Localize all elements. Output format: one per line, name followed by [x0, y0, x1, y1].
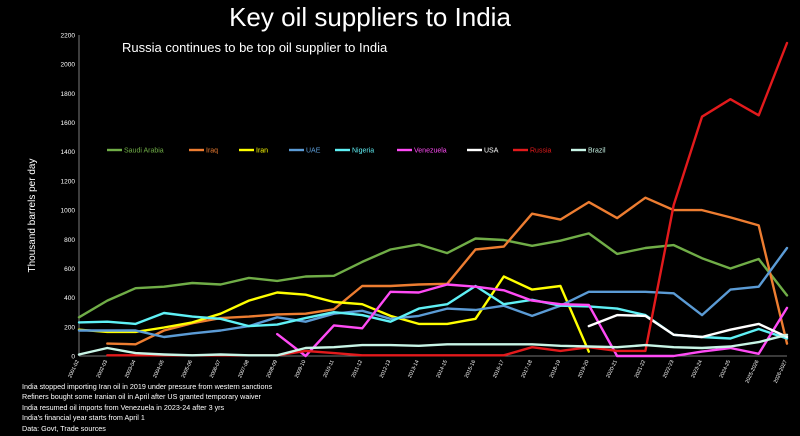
chart-subtitle: Russia continues to be top oil supplier …	[122, 40, 388, 55]
x-tick-label: 2006-07	[209, 359, 223, 379]
y-tick-label: 1600	[61, 120, 76, 127]
footnote-source: Data: Govt, Trade sources	[22, 423, 106, 433]
legend-label: Brazil	[588, 147, 606, 154]
x-tick-label: 2002-03	[96, 359, 110, 379]
y-tick-label: 800	[64, 237, 75, 244]
series-line	[587, 313, 789, 339]
x-tick-label: 2005-06	[181, 359, 195, 379]
x-tick-label: 2024-25	[719, 359, 733, 379]
x-tick-label: 2007-08	[237, 359, 251, 379]
x-tick-label: 2018-19	[549, 359, 563, 379]
x-tick-label: 2003-04	[124, 359, 138, 379]
y-tick-label: 1200	[61, 178, 76, 185]
x-tick-label: 2026-2027	[773, 359, 789, 384]
legend-label: Venezuela	[414, 147, 447, 154]
y-tick-label: 1400	[61, 149, 76, 156]
legend-label: Russia	[530, 147, 552, 154]
y-tick-label: 2000	[61, 62, 76, 69]
series-line	[276, 283, 789, 358]
x-tick-label: 2009-10	[294, 359, 308, 379]
y-tick-label: 1800	[61, 91, 76, 98]
y-tick-label: 1000	[61, 208, 76, 215]
x-tick-label: 2017-18	[520, 359, 534, 379]
series-line	[77, 275, 590, 353]
series-line	[77, 246, 789, 339]
series-line	[77, 333, 789, 357]
x-tick-label: 2023-24	[690, 359, 704, 379]
y-tick-label: 600	[64, 266, 75, 273]
x-tick-label: 2021-22	[634, 359, 648, 379]
y-tick-label: 0	[71, 354, 75, 361]
x-tick-label: 2012-13	[379, 359, 393, 379]
series-line	[77, 232, 789, 319]
y-tick-label: 400	[64, 295, 75, 302]
legend-label: UAE	[306, 147, 321, 154]
legend-label: Nigeria	[352, 147, 374, 154]
footnotes: India stopped importing Iran oil in 2019…	[22, 382, 272, 434]
x-tick-label: 2010-11	[322, 359, 335, 379]
x-tick-label: 2011-12	[351, 359, 364, 379]
x-tick-label: 2019-20	[577, 359, 591, 379]
x-tick-label: 2020-21	[605, 359, 619, 379]
x-tick-label: 2008-09	[266, 359, 280, 379]
x-tick-label: 2001-02	[67, 359, 81, 379]
y-tick-label: 200	[64, 324, 75, 331]
legend-label: USA	[484, 147, 499, 154]
legend-label: Iraq	[206, 147, 218, 154]
x-tick-label: 2016-17	[492, 359, 506, 379]
x-tick-label: 2025-2026	[745, 359, 761, 384]
legend-label: Saudi Arabia	[124, 147, 164, 154]
footnote: India stopped importing Iran oil in 2019…	[22, 382, 273, 391]
x-tick-label: 2014-15	[435, 359, 449, 379]
y-axis-label: Thousand barrels per day	[27, 159, 38, 273]
x-tick-label: 2013-14	[407, 359, 421, 379]
x-tick-label: 2015-16	[464, 359, 478, 379]
x-tick-label: 2004-05	[152, 359, 166, 379]
y-tick-label: 2200	[61, 33, 76, 40]
chart-title: Key oil suppliers to India	[229, 2, 511, 32]
series-line	[106, 196, 789, 346]
legend-label: Iran	[256, 147, 268, 154]
footnote: India resumed oil imports from Venezuela…	[22, 402, 225, 412]
x-tick-label: 2022-23	[662, 359, 676, 379]
footnote: India's financial year starts from April…	[22, 413, 145, 423]
footnote: Refiners bought some Iranian oil in Apri…	[22, 392, 261, 402]
